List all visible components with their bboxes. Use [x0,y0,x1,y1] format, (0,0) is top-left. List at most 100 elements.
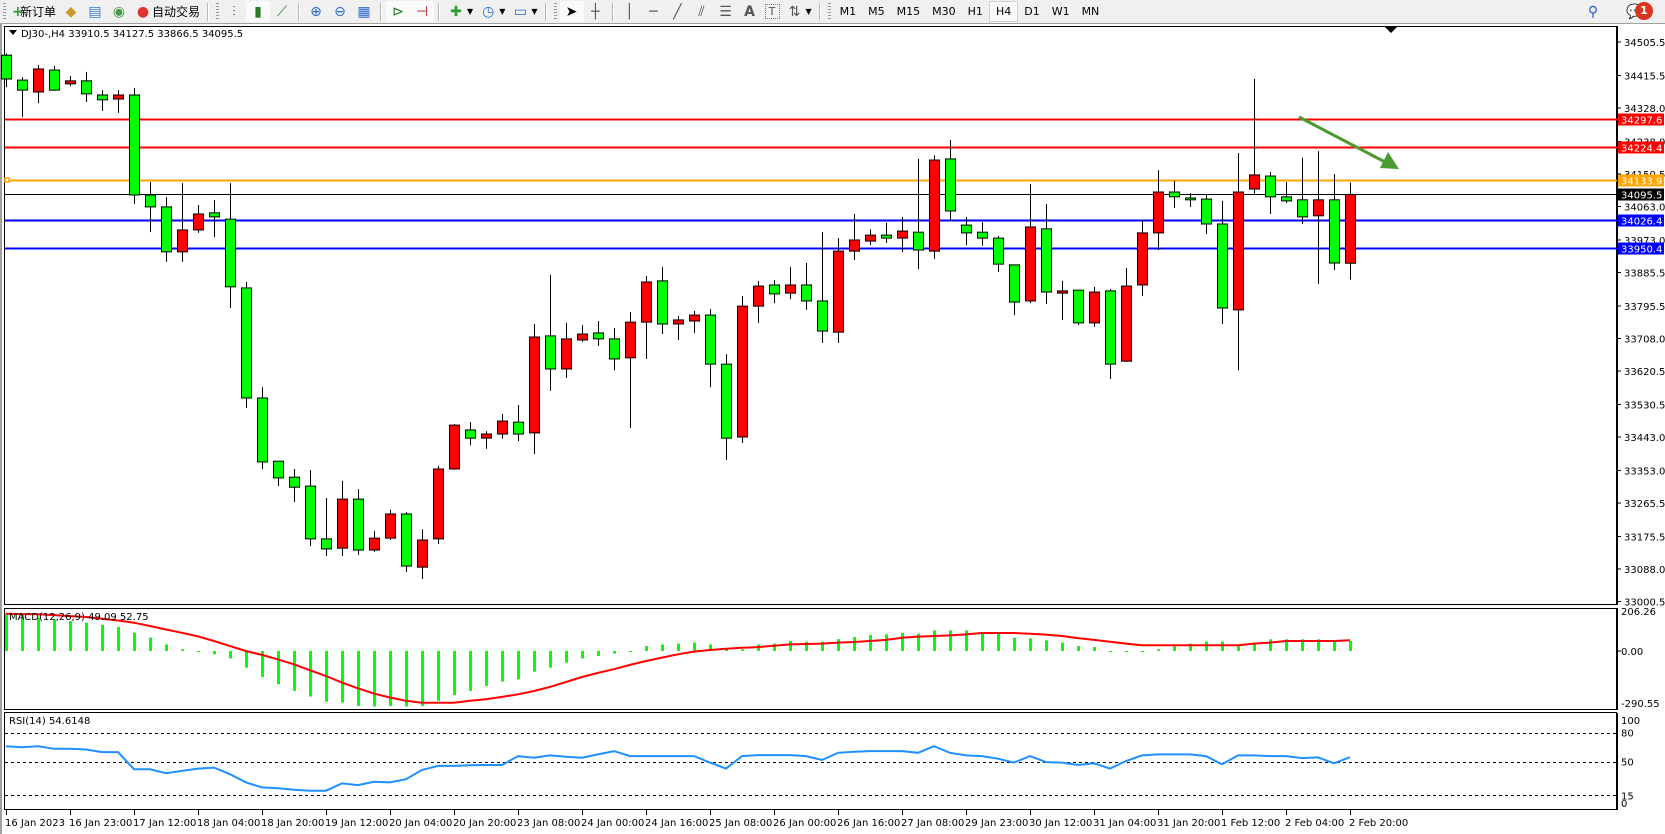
candle-body-bear [705,314,716,365]
bar-chart-icon: ⫶ [232,3,236,20]
horizontal-line-button[interactable]: ─ [642,1,666,22]
macd-histogram-bar [1093,647,1096,651]
time-tick-label: 26 Jan 16:00 [837,818,900,829]
timeframe-m30[interactable]: M30 [932,5,956,18]
candle-body-bull [193,213,204,231]
toolbar-separator [298,2,301,21]
auto-trading-button[interactable]: ● 自动交易 [131,1,203,22]
signals-button[interactable]: ◉ [107,1,131,22]
cursor-button[interactable]: ➤ [559,1,584,22]
arrows-button[interactable]: ⇅ ▼ [783,1,815,22]
candle-body-bear [209,212,220,218]
history-button[interactable]: ◆ [59,1,83,22]
notifications-button[interactable]: 💬 1 [1623,1,1665,22]
candle-body-bear [161,206,172,253]
macd-histogram-bar [1237,644,1240,651]
rsi-axis: 100 80 50 150 [1617,713,1640,810]
price-tick-label: 34063.0 [1624,203,1665,214]
text-label-button[interactable]: T [762,1,783,22]
timeframe-h4[interactable]: H4 [988,1,1019,22]
candle [545,274,556,391]
autoscroll-button[interactable]: ⊳ [386,1,411,22]
zoom-out-button[interactable]: ⊖ [328,1,352,22]
timeframe-d1[interactable]: D1 [1024,5,1040,18]
new-order-button[interactable]: + 新订单 [9,1,59,22]
market-watch-button[interactable]: ▤ [83,1,107,22]
arrow-shaft [1298,115,1386,164]
timeframe-m1[interactable]: M1 [839,5,857,18]
price-panel[interactable]: DJ30-,H4 33910.5 34127.5 33866.5 34095.5… [1,26,1665,609]
candle-body-bull [449,424,460,470]
price-tick-label: 33620.5 [1624,367,1665,378]
price-axis: 34505.534415.534328.034238.034150.534063… [1617,26,1665,609]
candlestick-button[interactable]: ▮ [246,1,271,22]
candle [1345,182,1356,280]
level-anchor-handle[interactable] [4,177,10,183]
candle [1089,286,1100,327]
timeframe-h1[interactable]: H1 [967,5,983,18]
tile-windows-button[interactable]: ▦ [352,1,376,22]
toolbar-grip[interactable] [827,2,831,21]
toolbar-grip[interactable] [553,2,557,21]
trendline-button[interactable]: ╱ [666,1,690,22]
chart-shift-button[interactable]: ⊣ [410,1,435,22]
candle-body-bear [289,476,300,488]
timeframe-w1[interactable]: W1 [1051,5,1070,18]
candle-body-bear [1185,197,1196,201]
search-button[interactable]: ⚲ [1581,1,1605,22]
candle-body-bear [913,231,924,251]
candle-body-bear [257,397,268,463]
candle-body-bull [481,433,492,439]
candle [673,315,684,340]
macd-histogram-bar [1061,642,1064,651]
macd-histogram-bar [629,651,632,652]
chart-shift-marker-icon[interactable] [1385,27,1397,33]
price-tick-label: 33973.0 [1624,236,1665,247]
chart-menu-triangle-icon[interactable] [9,30,17,35]
periods-button[interactable]: ◷ ▼ [476,1,508,22]
vertical-line-button[interactable]: │ [618,1,642,22]
bar-chart-button[interactable]: ⫶ [222,1,246,22]
toolbar-grip[interactable] [216,2,220,21]
macd-histogram-bar [1125,651,1128,652]
time-tick-label: 31 Jan 20:00 [1157,818,1220,829]
macd-histogram-bar [789,640,792,651]
templates-button[interactable]: ▭ ▼ [508,1,540,22]
toolbar-separator [544,2,547,21]
timeframe-m15[interactable]: M15 [896,5,921,18]
candle-body-bear [817,300,828,332]
candle [465,422,476,446]
time-tick-label: 24 Jan 16:00 [645,818,708,829]
trend-arrow[interactable] [1298,115,1399,169]
candle-body-bull [737,305,748,438]
crosshair-button[interactable]: ┼ [584,1,608,22]
macd-axis-label: 206.26 [1621,607,1656,618]
equidistant-channel-button[interactable]: ⫽ [690,1,714,22]
candle-body-bull [1121,285,1132,362]
candle [1201,193,1212,235]
candle-body-bear [657,280,668,325]
timeframe-mn[interactable]: MN [1081,5,1100,18]
candle [1185,193,1196,207]
candle-body-bull [1345,193,1356,264]
macd-panel[interactable]: MACD(12,26,9) 49.09 52.75 206.26 0.00 -290… [4,607,1660,710]
timeframe-m5[interactable]: M5 [868,5,885,18]
candle [721,354,732,461]
candle-body-bear [961,224,972,234]
macd-histogram-bar [709,644,712,651]
rsi-panel[interactable]: RSI(14) 54.6148 100 80 50 150 [4,712,1641,811]
fibonacci-button[interactable]: ☰ [714,1,738,22]
text-button[interactable]: A [738,1,762,22]
candle [1105,289,1116,380]
macd-histogram-bar [469,651,472,691]
candle [353,489,364,555]
zoom-in-button[interactable]: ⊕ [304,1,328,22]
market-watch-icon: ▤ [88,3,102,20]
toolbar-grip[interactable] [3,2,6,21]
add-indicator-button[interactable]: ✚ ▼ [444,1,476,22]
macd-histogram-bar [357,651,360,706]
line-chart-button[interactable]: ⟋ [270,1,294,22]
price-level-tag [1618,188,1664,201]
vertical-line-icon: │ [625,3,634,20]
